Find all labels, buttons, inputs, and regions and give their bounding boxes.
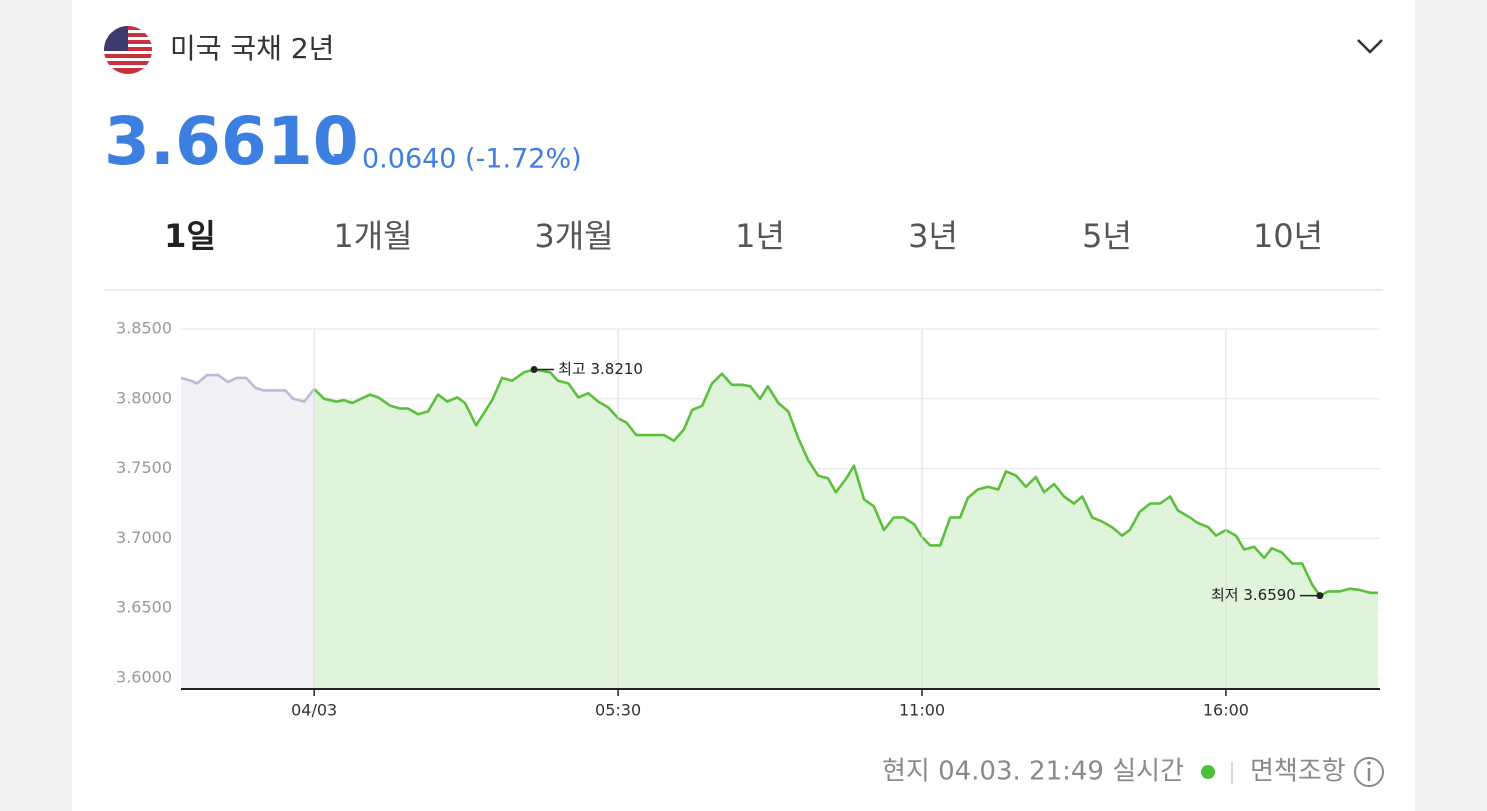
price-line xyxy=(180,373,316,403)
instrument-title: 미국 국채 2년 xyxy=(170,32,334,65)
period-tab[interactable]: 1년 xyxy=(735,217,785,255)
info-icon[interactable] xyxy=(1354,757,1384,787)
area-fill xyxy=(181,375,315,689)
y-tick-label: 3.7500 xyxy=(116,458,172,477)
period-tab[interactable]: 10년 xyxy=(1253,217,1323,255)
x-tick-label: 04/03 xyxy=(291,701,337,720)
timestamp: 현지 04.03. 21:49 실시간 xyxy=(882,757,1184,787)
period-tab[interactable]: 5년 xyxy=(1082,217,1132,255)
chart: 3.6000 3.6500 3.7000 3.7500 3.8000 3.8500 04/0… xyxy=(116,319,1380,720)
down-arrow xyxy=(333,154,349,164)
x-tick-label: 05:30 xyxy=(595,701,641,720)
annotation-label: 최저 3.6590 xyxy=(1211,586,1296,604)
flag-icon xyxy=(104,26,152,74)
period-tab[interactable]: 1일 xyxy=(164,217,216,255)
x-tick-label: 16:00 xyxy=(1203,701,1249,720)
dropdown-chevron[interactable] xyxy=(1357,39,1383,54)
disclaimer[interactable]: 면책조항 xyxy=(1250,757,1346,787)
y-tick-label: 3.8500 xyxy=(116,319,172,338)
price: 3.6610 xyxy=(104,103,359,180)
y-tick-label: 3.7000 xyxy=(116,528,172,547)
x-tick-label: 11:00 xyxy=(899,701,945,720)
price-change: 0.0640 (-1.72%) xyxy=(362,144,582,175)
annotation-dot xyxy=(1316,592,1324,600)
y-tick-label: 3.8000 xyxy=(116,388,172,407)
annotation-label: 최고 3.8210 xyxy=(558,360,643,378)
area-fill xyxy=(314,369,1378,689)
y-tick-label: 3.6000 xyxy=(116,668,172,687)
live-dot xyxy=(1201,765,1215,779)
price-line xyxy=(313,368,1378,597)
period-tab[interactable]: 1개월 xyxy=(333,217,412,255)
y-tick-label: 3.6500 xyxy=(116,598,172,617)
period-tab[interactable]: 3년 xyxy=(908,217,958,255)
tab-bar: 1일 1개월 3개월 1년 3년 5년 10년 xyxy=(164,217,1323,255)
period-tab[interactable]: 3개월 xyxy=(534,217,613,255)
annotation-dot xyxy=(530,365,538,373)
